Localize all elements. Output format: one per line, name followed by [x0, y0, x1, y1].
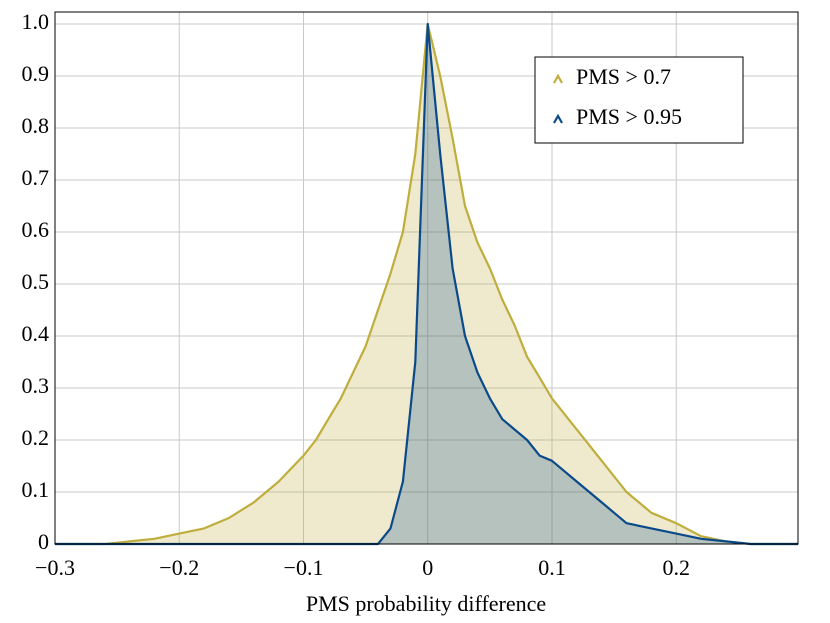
x-tick-label: −0.1 — [284, 555, 324, 580]
y-tick-label: 0.4 — [22, 321, 50, 346]
y-tick-label: 0.7 — [22, 165, 50, 190]
y-tick-label: 0 — [38, 529, 49, 554]
y-tick-label: 0.8 — [22, 113, 50, 138]
legend-label: PMS > 0.7 — [576, 64, 671, 89]
x-tick-label: 0 — [422, 555, 433, 580]
plot-frame — [54, 11, 799, 545]
x-axis-label: PMS probability difference — [306, 591, 546, 616]
x-tick-label: 0.1 — [538, 555, 566, 580]
y-tick-label: 0.3 — [22, 373, 50, 398]
area-fill — [55, 24, 798, 544]
y-tick-label: 0.9 — [22, 61, 50, 86]
legend-box — [534, 56, 744, 144]
legend-marker — [553, 113, 563, 124]
legend-label: PMS > 0.95 — [576, 104, 682, 129]
y-tick-label: 1.0 — [22, 9, 50, 34]
x-tick-label: −0.3 — [35, 555, 75, 580]
y-tick-label: 0.5 — [22, 269, 50, 294]
legend-marker — [553, 73, 563, 84]
area-fill — [55, 24, 798, 544]
x-tick-label: 0.2 — [662, 555, 690, 580]
y-tick-label: 0.1 — [22, 477, 50, 502]
y-tick-label: 0.6 — [22, 217, 50, 242]
y-tick-label: 0.2 — [22, 425, 50, 450]
x-tick-label: −0.2 — [159, 555, 199, 580]
